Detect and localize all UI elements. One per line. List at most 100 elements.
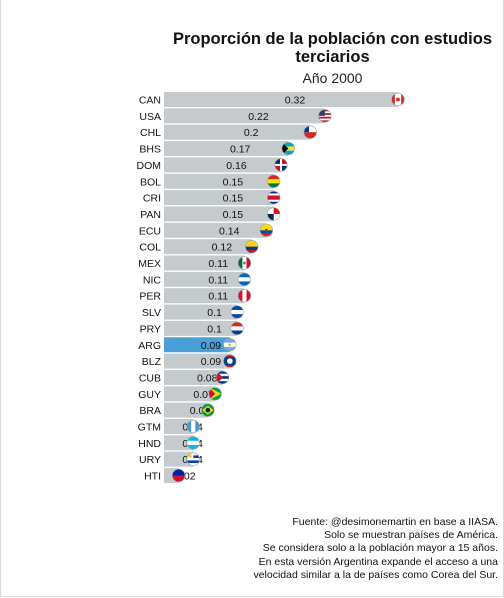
dominican-republic-flag-icon	[274, 158, 288, 172]
flag-border	[201, 403, 215, 417]
category-label: HND	[138, 438, 161, 450]
data-label: 0.09	[201, 356, 222, 368]
flag-quarter	[273, 207, 280, 214]
flag-stripe	[267, 183, 280, 188]
flag-stripe	[223, 346, 237, 352]
colombia-flag-icon	[245, 240, 259, 253]
flag-border	[237, 256, 252, 270]
flag-border	[237, 272, 252, 286]
flag-stripe	[245, 249, 259, 253]
uruguay-flag-icon	[186, 452, 200, 466]
flag-emblem	[243, 261, 246, 265]
bar	[164, 369, 223, 385]
flag-stripe	[230, 326, 244, 331]
flag-stripe	[318, 118, 332, 121]
flag-stripe	[245, 240, 259, 244]
flag-stripe	[172, 475, 185, 482]
flag-border	[186, 419, 200, 434]
flag-stripe	[223, 354, 237, 358]
category-label: CHL	[140, 127, 161, 139]
data-label: 0.15	[223, 193, 244, 205]
data-label: 0.11	[208, 291, 228, 303]
chart-title: Proporción de la población con estudios …	[172, 30, 493, 66]
flag-stripe	[242, 289, 247, 302]
data-label: 0.22	[248, 111, 269, 123]
flag-quarter	[274, 158, 281, 165]
flag-emblem	[226, 358, 233, 364]
flag-stripe	[186, 462, 200, 466]
flag-emblem	[396, 97, 400, 102]
bar	[164, 402, 208, 418]
flag-triangle	[282, 142, 289, 155]
category-label: BOL	[140, 176, 161, 188]
bar	[164, 141, 289, 157]
flag-stripe	[186, 457, 200, 461]
data-label: 0.1	[207, 323, 222, 335]
flag-stripe	[238, 256, 243, 270]
data-label: 0.17	[230, 144, 251, 156]
bar	[164, 320, 238, 336]
bolivia-flag-icon	[267, 174, 280, 188]
flag-stripe	[303, 125, 317, 133]
data-label: 0.15	[223, 209, 244, 221]
category-label: GUY	[138, 389, 161, 401]
flag-border	[237, 289, 252, 303]
data-label: 0.11	[208, 274, 228, 286]
flag-emblem	[228, 343, 232, 347]
category-label: USA	[139, 111, 161, 123]
bar	[164, 353, 230, 369]
flag-stripe	[186, 436, 200, 442]
flag-stripe	[186, 460, 200, 464]
category-label: CUB	[139, 372, 161, 384]
flag-quarter	[267, 213, 274, 221]
flag-border	[303, 125, 317, 139]
category-label: BLZ	[142, 356, 162, 368]
flag-triangle	[216, 371, 224, 384]
category-label: CAN	[139, 95, 161, 107]
category-label: DOM	[137, 160, 162, 172]
flag-border	[208, 387, 222, 401]
flag-stripe	[223, 365, 237, 368]
bar	[164, 222, 267, 238]
flag-stripe	[260, 224, 273, 228]
category-label: PRY	[140, 323, 161, 335]
flag-border	[230, 305, 244, 319]
data-label: 0.2	[244, 127, 259, 139]
flag-stripe	[216, 373, 229, 377]
flag-emblem	[264, 228, 268, 232]
category-label: CRI	[143, 193, 161, 205]
flag-border	[267, 191, 281, 205]
flag-stripe	[230, 305, 244, 311]
guatemala-flag-icon	[186, 420, 200, 433]
paraguay-flag-icon	[230, 322, 244, 335]
source-line: Fuente: @desimonemartin en base a IIASA.	[292, 516, 498, 528]
flag-border	[274, 158, 288, 172]
source-line: Solo se muestran países de América.	[324, 529, 498, 542]
bar	[164, 124, 311, 140]
flag-stripe	[267, 193, 280, 196]
category-label: HTI	[144, 471, 161, 483]
flag-stripe	[195, 420, 200, 433]
flag-stripe	[267, 199, 280, 203]
category-label: SLV	[142, 307, 161, 319]
bar	[164, 288, 245, 304]
bar	[164, 157, 281, 173]
flag-stripe	[230, 322, 244, 327]
flag-stripe	[172, 469, 185, 476]
bar	[164, 304, 238, 320]
flag-border	[186, 452, 200, 466]
flag-cross	[280, 158, 282, 172]
flag-stripe	[318, 116, 332, 119]
flag-stripe	[238, 281, 251, 286]
data-label: 0.11	[208, 258, 228, 270]
flag-border	[186, 436, 200, 450]
data-label: 0.07	[193, 389, 214, 401]
flag-border	[318, 109, 332, 123]
flag-stripe	[191, 420, 196, 433]
category-label: URY	[139, 454, 161, 466]
flag-stripe	[282, 142, 295, 147]
data-label: 0.14	[219, 225, 240, 237]
flag-stripe	[223, 356, 237, 360]
flag-border	[223, 338, 237, 352]
